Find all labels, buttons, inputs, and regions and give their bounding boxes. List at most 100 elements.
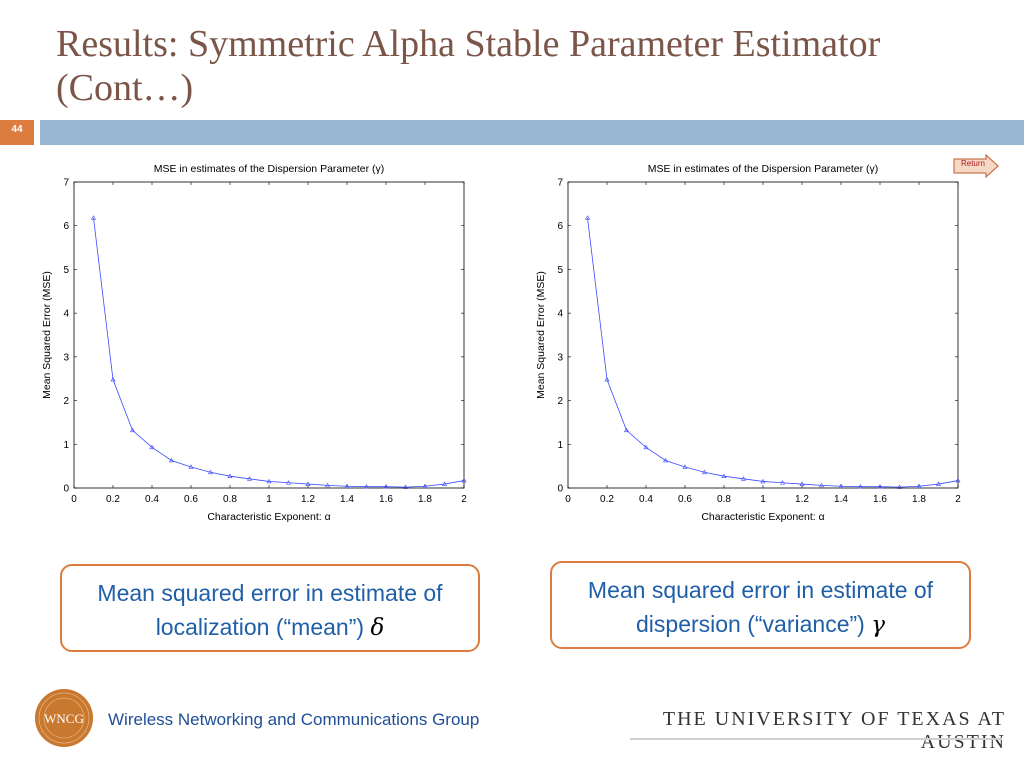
data-point — [916, 483, 922, 489]
x-tick-label: 1.2 — [795, 494, 809, 505]
return-button-label[interactable]: Return — [960, 159, 985, 168]
y-tick-label: 1 — [557, 440, 563, 451]
wncg-logo: WNCG — [35, 689, 93, 747]
data-point — [779, 480, 786, 485]
data-point — [188, 464, 194, 469]
x-tick-label: 0.8 — [717, 494, 731, 505]
y-tick-label: 3 — [63, 352, 69, 363]
x-tick-label: 0 — [565, 494, 571, 505]
data-point — [662, 457, 669, 463]
mse-chart-left: MSE in estimates of the Dispersion Param… — [30, 158, 476, 533]
x-tick-label: 1.2 — [301, 494, 315, 505]
data-point — [149, 444, 155, 450]
x-tick-label: 2 — [955, 494, 961, 505]
data-point — [935, 481, 942, 486]
data-point — [363, 484, 370, 489]
series-line — [93, 217, 465, 488]
data-point — [818, 482, 825, 488]
y-tick-label: 4 — [63, 309, 69, 320]
data-point — [285, 480, 292, 485]
plot-area — [567, 181, 959, 489]
x-tick-label: 1.8 — [912, 494, 926, 505]
data-point — [799, 481, 805, 486]
header-accent-bar — [40, 120, 1024, 145]
data-point — [129, 427, 136, 433]
x-tick-label: 0.2 — [106, 494, 120, 505]
data-point — [461, 477, 467, 483]
data-point — [682, 464, 688, 469]
data-point — [305, 481, 311, 486]
x-tick-label: 2 — [461, 494, 467, 505]
data-point — [643, 444, 649, 450]
footer-group-name: Wireless Networking and Communications G… — [108, 710, 480, 729]
data-point — [324, 482, 331, 488]
data-point — [383, 484, 389, 489]
y-tick-label: 7 — [63, 178, 69, 189]
data-point — [877, 484, 883, 489]
x-tick-label: 1 — [760, 494, 766, 505]
delta-symbol: δ — [370, 615, 385, 641]
data-point — [838, 483, 844, 489]
x-tick-label: 1.6 — [379, 494, 393, 505]
data-point — [623, 427, 630, 433]
caption-localization-text: Mean squared error in estimate of locali… — [97, 580, 443, 640]
x-tick-label: 0.6 — [184, 494, 198, 505]
y-tick-label: 6 — [557, 221, 563, 232]
chart-title: MSE in estimates of the Dispersion Param… — [648, 163, 879, 175]
caption-localization: Mean squared error in estimate of locali… — [60, 564, 480, 652]
y-tick-label: 2 — [557, 396, 563, 407]
x-tick-label: 0 — [71, 494, 77, 505]
x-tick-label: 0.4 — [639, 494, 653, 505]
data-point — [604, 376, 610, 382]
y-axis-label: Mean Squared Error (MSE) — [41, 271, 53, 399]
x-axis-label: Characteristic Exponent: α — [701, 511, 824, 523]
gamma-symbol: γ — [871, 612, 885, 638]
y-tick-label: 0 — [63, 484, 69, 495]
data-point — [955, 477, 961, 483]
y-axis-label: Mean Squared Error (MSE) — [535, 271, 547, 399]
data-point — [227, 473, 233, 478]
y-tick-label: 3 — [557, 352, 563, 363]
y-tick-label: 5 — [63, 265, 69, 276]
y-tick-label: 0 — [557, 484, 563, 495]
data-point — [701, 469, 708, 475]
slide-title: Results: Symmetric Alpha Stable Paramete… — [56, 23, 881, 109]
slide-number-bar — [0, 120, 34, 145]
data-point — [168, 457, 175, 463]
data-point — [246, 476, 253, 481]
y-tick-label: 6 — [63, 221, 69, 232]
y-tick-label: 7 — [557, 178, 563, 189]
x-tick-label: 1 — [266, 494, 272, 505]
x-tick-label: 0.6 — [678, 494, 692, 505]
x-tick-label: 0.8 — [223, 494, 237, 505]
caption-dispersion: Mean squared error in estimate of disper… — [550, 561, 971, 649]
data-point — [207, 469, 214, 475]
data-point — [90, 215, 97, 220]
y-tick-label: 1 — [63, 440, 69, 451]
y-tick-label: 2 — [63, 396, 69, 407]
x-tick-label: 1.8 — [418, 494, 432, 505]
x-tick-label: 1.4 — [340, 494, 354, 505]
x-tick-label: 1.4 — [834, 494, 848, 505]
plot-area — [73, 181, 465, 489]
x-tick-label: 0.4 — [145, 494, 159, 505]
caption-dispersion-text: Mean squared error in estimate of disper… — [587, 577, 934, 637]
footer-university: THE UNIVERSITY OF TEXAS AT AUSTIN — [662, 708, 1006, 753]
data-point — [266, 478, 272, 484]
data-point — [721, 473, 727, 478]
data-point — [441, 481, 448, 486]
return-arrow-icon[interactable] — [953, 154, 999, 178]
x-tick-label: 0.2 — [600, 494, 614, 505]
y-tick-label: 5 — [557, 265, 563, 276]
data-point — [896, 484, 903, 489]
wncg-logo-text: WNCG — [44, 711, 84, 726]
data-point — [740, 476, 747, 481]
x-tick-label: 1.6 — [873, 494, 887, 505]
series-line — [587, 217, 959, 488]
data-point — [110, 376, 116, 382]
slide-number: 44 — [11, 124, 23, 135]
mse-chart-right: MSE in estimates of the Dispersion Param… — [524, 158, 970, 533]
data-point — [402, 484, 409, 489]
chart-title: MSE in estimates of the Dispersion Param… — [154, 163, 385, 175]
data-point — [422, 483, 428, 489]
